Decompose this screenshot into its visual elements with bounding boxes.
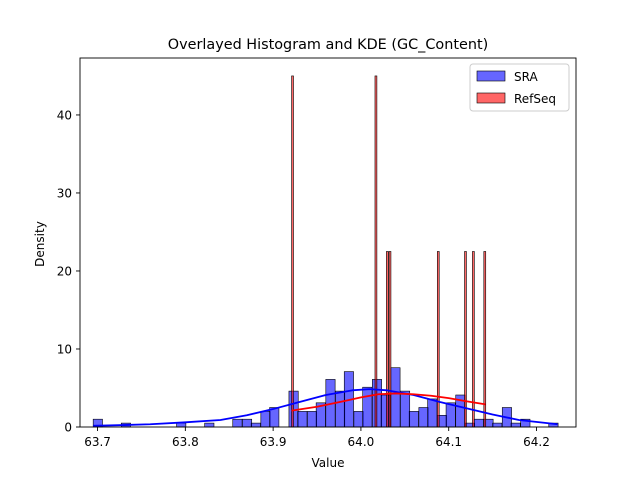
sra-bar-10 (297, 411, 308, 428)
sra-legend-swatch (476, 70, 506, 82)
sra-bar-4 (232, 418, 243, 428)
refseq-bar-2 (386, 251, 389, 428)
sra-bar-23 (418, 407, 429, 428)
y-axis-label: Density (33, 221, 47, 267)
y-axis: 0 10 20 30 40 (57, 108, 80, 435)
x-tick-label-3: 64.0 (348, 435, 375, 449)
refseq-bar-1 (374, 75, 378, 428)
sra-bar-33 (510, 422, 521, 428)
sra-bar-29 (473, 418, 484, 428)
sra-bar-22 (408, 411, 419, 428)
x-tick-label-2: 63.9 (260, 435, 287, 449)
plot-frame (79, 57, 577, 428)
y-tick-label-1: 10 (57, 342, 72, 356)
sra-bar-24 (427, 398, 438, 428)
x-axis: 63.7 63.8 63.9 64.0 64.1 64.2 (84, 427, 550, 449)
refseq-legend-label: RefSeq (514, 92, 556, 106)
x-tick-label-5: 64.2 (523, 435, 550, 449)
sra-bar-7 (260, 411, 271, 428)
sra-bar-17 (362, 386, 373, 428)
refseq-legend-swatch (476, 92, 506, 104)
refseq-bar-0 (291, 75, 294, 428)
sra-bar-26 (445, 402, 456, 428)
x-tick-label-0: 63.7 (84, 435, 111, 449)
refseq-kde-line (291, 392, 486, 412)
x-axis-label: Value (312, 456, 345, 470)
legend: SRA RefSeq (469, 63, 570, 112)
sra-bar-6 (250, 422, 261, 428)
chart-title: Overlayed Histogram and KDE (GC_Content) (168, 37, 488, 53)
y-tick-label-2: 20 (57, 264, 72, 278)
x-tick-label-4: 64.1 (435, 435, 462, 449)
refseq-bar-3 (388, 251, 392, 428)
sra-bar-16 (353, 411, 364, 428)
sra-bar-2 (176, 422, 187, 428)
y-tick-label-3: 30 (57, 186, 72, 200)
x-tick-label-1: 63.8 (172, 435, 199, 449)
sra-bar-5 (242, 418, 253, 428)
y-tick-label-0: 0 (64, 421, 72, 435)
sra-bar-21 (400, 390, 411, 428)
sra-bar-14 (335, 390, 346, 428)
sra-legend-label: SRA (514, 70, 538, 84)
sra-bar-31 (492, 422, 503, 428)
refseq-bar-6 (472, 251, 475, 428)
y-tick-label-4: 40 (57, 108, 72, 122)
refseq-bar-7 (483, 251, 487, 428)
sra-bar-11 (307, 411, 317, 428)
sra-bar-3 (204, 422, 215, 428)
sra-bar-20 (390, 367, 401, 428)
plot-area (79, 57, 577, 428)
sra-kde-line (93, 388, 558, 427)
